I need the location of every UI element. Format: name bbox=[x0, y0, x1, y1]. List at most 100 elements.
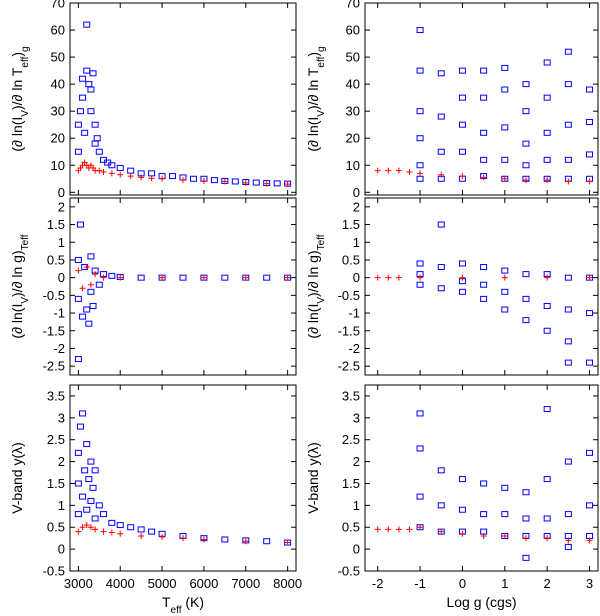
data-point-square bbox=[564, 81, 572, 88]
y-tick-label: 50 bbox=[346, 50, 360, 65]
data-point-square bbox=[416, 67, 424, 74]
plot-frame bbox=[69, 2, 297, 196]
data-point-plus bbox=[565, 537, 572, 544]
data-point-square bbox=[91, 140, 99, 147]
data-point-square bbox=[91, 121, 99, 128]
data-point-square bbox=[85, 320, 93, 327]
data-point-plus bbox=[127, 173, 134, 180]
data-point-square bbox=[437, 264, 445, 271]
data-point-square bbox=[480, 264, 488, 271]
x-tick-label: 0 bbox=[459, 576, 466, 591]
y-tick-label: -1.5 bbox=[338, 323, 360, 338]
data-point-plus bbox=[138, 532, 145, 539]
data-point-square bbox=[586, 449, 594, 456]
data-point-plus bbox=[108, 529, 115, 536]
data-point-plus bbox=[117, 171, 124, 178]
data-point-square bbox=[564, 511, 572, 518]
data-point-square bbox=[87, 86, 95, 93]
y-tick-label: 2 bbox=[353, 199, 360, 214]
data-point-square bbox=[79, 410, 87, 417]
data-point-square bbox=[74, 511, 82, 518]
chart-panel-bottom-right: -0.5 0 0.5 1 1.5 2 2.5 3 3.5 -2 -1 0 1 2 3 V-band y(λ) L… bbox=[305, 384, 599, 610]
data-point-plus bbox=[501, 274, 508, 281]
data-point-plus bbox=[87, 524, 94, 531]
data-point-square bbox=[522, 554, 530, 561]
data-point-square bbox=[501, 124, 509, 131]
data-point-square bbox=[522, 108, 530, 115]
y-tick-label: 30 bbox=[346, 104, 360, 119]
data-point-plus bbox=[159, 175, 166, 182]
data-point-square bbox=[87, 108, 95, 115]
y-tick-label: 1.5 bbox=[342, 217, 360, 232]
y-tick-label: 3.5 bbox=[342, 388, 360, 403]
data-point-plus bbox=[395, 526, 402, 533]
data-point-plus bbox=[79, 524, 86, 531]
data-point-square bbox=[79, 75, 87, 82]
y-tick-label: 0.5 bbox=[47, 520, 65, 535]
data-point-square bbox=[480, 295, 488, 302]
y-tick-label: 3 bbox=[353, 410, 360, 425]
data-point-plus bbox=[92, 526, 99, 533]
data-point-square bbox=[501, 306, 509, 313]
data-point-plus bbox=[200, 274, 207, 281]
data-point-square bbox=[543, 156, 551, 163]
y-tick-label: 1.5 bbox=[47, 476, 65, 491]
data-point-square bbox=[586, 310, 594, 317]
data-point-plus bbox=[522, 535, 529, 542]
y-tick-label: 60 bbox=[51, 23, 65, 38]
data-point-square bbox=[93, 135, 101, 142]
data-point-square bbox=[543, 94, 551, 101]
data-point-square bbox=[437, 70, 445, 77]
data-point-plus bbox=[417, 524, 424, 531]
data-point-square bbox=[480, 156, 488, 163]
data-point-square bbox=[108, 519, 116, 526]
data-point-square bbox=[263, 538, 271, 545]
x-tick-label: -1 bbox=[414, 576, 426, 591]
data-point-square bbox=[95, 148, 103, 155]
x-tick-label: 2 bbox=[544, 576, 551, 591]
data-point-square bbox=[437, 285, 445, 292]
data-point-square bbox=[437, 467, 445, 474]
data-point-square bbox=[480, 67, 488, 74]
data-point-square bbox=[480, 281, 488, 288]
y-tick-label: 0 bbox=[58, 270, 65, 285]
data-point-plus bbox=[459, 530, 466, 537]
data-point-plus bbox=[459, 173, 466, 180]
data-point-square bbox=[564, 274, 572, 281]
plot-frame bbox=[364, 197, 599, 376]
data-point-square bbox=[79, 493, 87, 500]
data-point-square bbox=[127, 524, 135, 531]
data-point-square bbox=[522, 295, 530, 302]
y-axis-label: (∂ ln(IV)/∂ ln Teff)g bbox=[9, 46, 31, 151]
data-point-square bbox=[564, 458, 572, 465]
data-point-square bbox=[83, 67, 91, 74]
data-point-square bbox=[564, 359, 572, 366]
data-point-square bbox=[458, 476, 466, 483]
data-point-square bbox=[586, 151, 594, 158]
y-tick-label: -2 bbox=[53, 341, 65, 356]
data-point-square bbox=[586, 359, 594, 366]
y-tick-label: 0 bbox=[353, 542, 360, 557]
data-point-square bbox=[522, 489, 530, 496]
y-tick-label: -2 bbox=[348, 341, 360, 356]
y-tick-label: 0 bbox=[353, 185, 360, 200]
data-point-plus bbox=[108, 170, 115, 177]
data-point-plus bbox=[406, 169, 413, 176]
data-point-plus bbox=[180, 535, 186, 542]
data-point-square bbox=[89, 70, 97, 77]
data-point-plus bbox=[501, 532, 508, 539]
data-point-square bbox=[83, 306, 91, 313]
data-point-square bbox=[74, 121, 82, 128]
y-axis-label: V-band y(λ) bbox=[9, 442, 25, 514]
data-point-square bbox=[437, 502, 445, 509]
y-tick-label: -0.5 bbox=[338, 288, 360, 303]
data-point-plus bbox=[284, 274, 291, 281]
data-point-plus bbox=[544, 274, 551, 281]
data-point-plus bbox=[100, 274, 107, 281]
y-tick-label: 0.5 bbox=[342, 520, 360, 535]
y-tick-label: 1.5 bbox=[47, 217, 65, 232]
data-point-square bbox=[501, 288, 509, 295]
data-point-square bbox=[501, 484, 509, 491]
plot-frame bbox=[69, 384, 297, 572]
data-point-square bbox=[416, 162, 424, 169]
